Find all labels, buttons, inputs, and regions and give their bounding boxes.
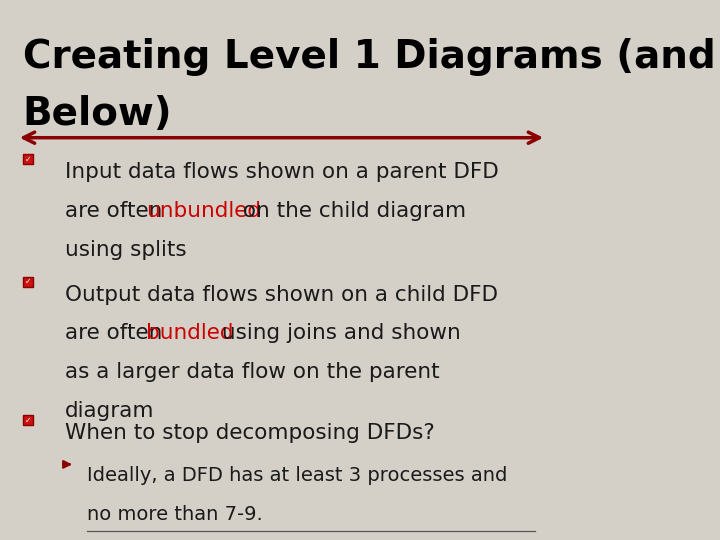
Text: Ideally, a DFD has at least 3 processes and: Ideally, a DFD has at least 3 processes … (87, 466, 508, 485)
Text: Output data flows shown on a child DFD: Output data flows shown on a child DFD (65, 285, 498, 305)
Text: ✓: ✓ (25, 277, 32, 286)
Text: on the child diagram: on the child diagram (236, 201, 467, 221)
Text: ✓: ✓ (25, 154, 32, 164)
Text: Input data flows shown on a parent DFD: Input data flows shown on a parent DFD (65, 162, 498, 182)
Text: When to stop decomposing DFDs?: When to stop decomposing DFDs? (65, 423, 434, 443)
Text: Below): Below) (22, 94, 172, 132)
FancyBboxPatch shape (23, 415, 33, 425)
Text: are often: are often (65, 323, 169, 343)
FancyBboxPatch shape (23, 277, 33, 287)
Text: Creating Level 1 Diagrams (and: Creating Level 1 Diagrams (and (22, 38, 715, 76)
Text: diagram: diagram (65, 401, 154, 421)
Text: as a larger data flow on the parent: as a larger data flow on the parent (65, 362, 439, 382)
Text: bundled: bundled (146, 323, 234, 343)
FancyBboxPatch shape (23, 154, 33, 164)
Text: using joins and shown: using joins and shown (215, 323, 460, 343)
Text: no more than 7-9.: no more than 7-9. (87, 505, 263, 524)
Text: using splits: using splits (65, 240, 186, 260)
Text: are often: are often (65, 201, 169, 221)
Text: unbundled: unbundled (146, 201, 261, 221)
Text: ✓: ✓ (25, 415, 32, 424)
